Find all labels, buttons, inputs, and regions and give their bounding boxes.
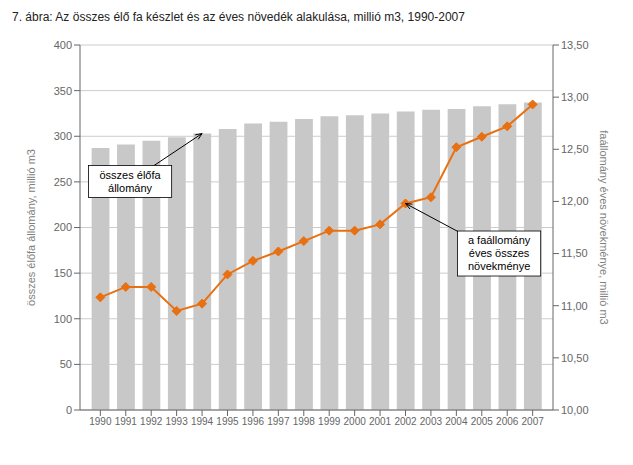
svg-text:1990: 1990 bbox=[89, 416, 112, 427]
html-text:7. ábra: Az összes élő fa kész: 7. ábra: Az összes élő fa készlet és az … bbox=[12, 10, 465, 24]
svg-text:összes élőfa állomány, millió: összes élőfa állomány, millió m3 bbox=[25, 149, 37, 306]
svg-text:150: 150 bbox=[54, 267, 72, 279]
svg-text:0: 0 bbox=[66, 404, 72, 416]
svg-text:1995: 1995 bbox=[216, 416, 239, 427]
svg-text:1998: 1998 bbox=[293, 416, 316, 427]
svg-text:2003: 2003 bbox=[420, 416, 443, 427]
svg-text:a faállományéves összesnövekmé: a faállományéves összesnövekménye bbox=[468, 234, 531, 272]
svg-text:100: 100 bbox=[54, 313, 72, 325]
svg-text:2002: 2002 bbox=[394, 416, 417, 427]
svg-text:faállomány éves növekménye, mi: faállomány éves növekménye, millió m3 bbox=[598, 130, 610, 324]
svg-text:11,50: 11,50 bbox=[561, 247, 588, 259]
svg-text:2004: 2004 bbox=[445, 416, 468, 427]
svg-text:1992: 1992 bbox=[140, 416, 163, 427]
svg-text:1994: 1994 bbox=[191, 416, 214, 427]
svg-text:350: 350 bbox=[54, 85, 72, 97]
svg-text:200: 200 bbox=[54, 221, 72, 233]
svg-text:10,50: 10,50 bbox=[561, 352, 589, 364]
svg-text:2000: 2000 bbox=[344, 416, 367, 427]
svg-text:2005: 2005 bbox=[471, 416, 494, 427]
svg-text:300: 300 bbox=[54, 130, 72, 142]
svg-text:11,00: 11,00 bbox=[561, 300, 588, 312]
svg-text:12,00: 12,00 bbox=[561, 195, 589, 207]
svg-text:250: 250 bbox=[54, 176, 72, 188]
svg-text:összes élőfaállomány: összes élőfaállomány bbox=[99, 169, 161, 194]
svg-text:2001: 2001 bbox=[369, 416, 392, 427]
svg-text:2006: 2006 bbox=[496, 416, 519, 427]
svg-text:10,00: 10,00 bbox=[561, 404, 589, 416]
svg-text:13,50: 13,50 bbox=[561, 39, 589, 51]
svg-text:1997: 1997 bbox=[267, 416, 290, 427]
svg-text:400: 400 bbox=[54, 39, 72, 51]
svg-text:13,00: 13,00 bbox=[561, 91, 589, 103]
svg-text:1991: 1991 bbox=[115, 416, 138, 427]
svg-text:12,50: 12,50 bbox=[561, 143, 589, 155]
svg-text:1996: 1996 bbox=[242, 416, 265, 427]
svg-text:50: 50 bbox=[60, 358, 72, 370]
svg-text:2007: 2007 bbox=[522, 416, 545, 427]
svg-text:1993: 1993 bbox=[166, 416, 189, 427]
svg-text:1999: 1999 bbox=[318, 416, 341, 427]
